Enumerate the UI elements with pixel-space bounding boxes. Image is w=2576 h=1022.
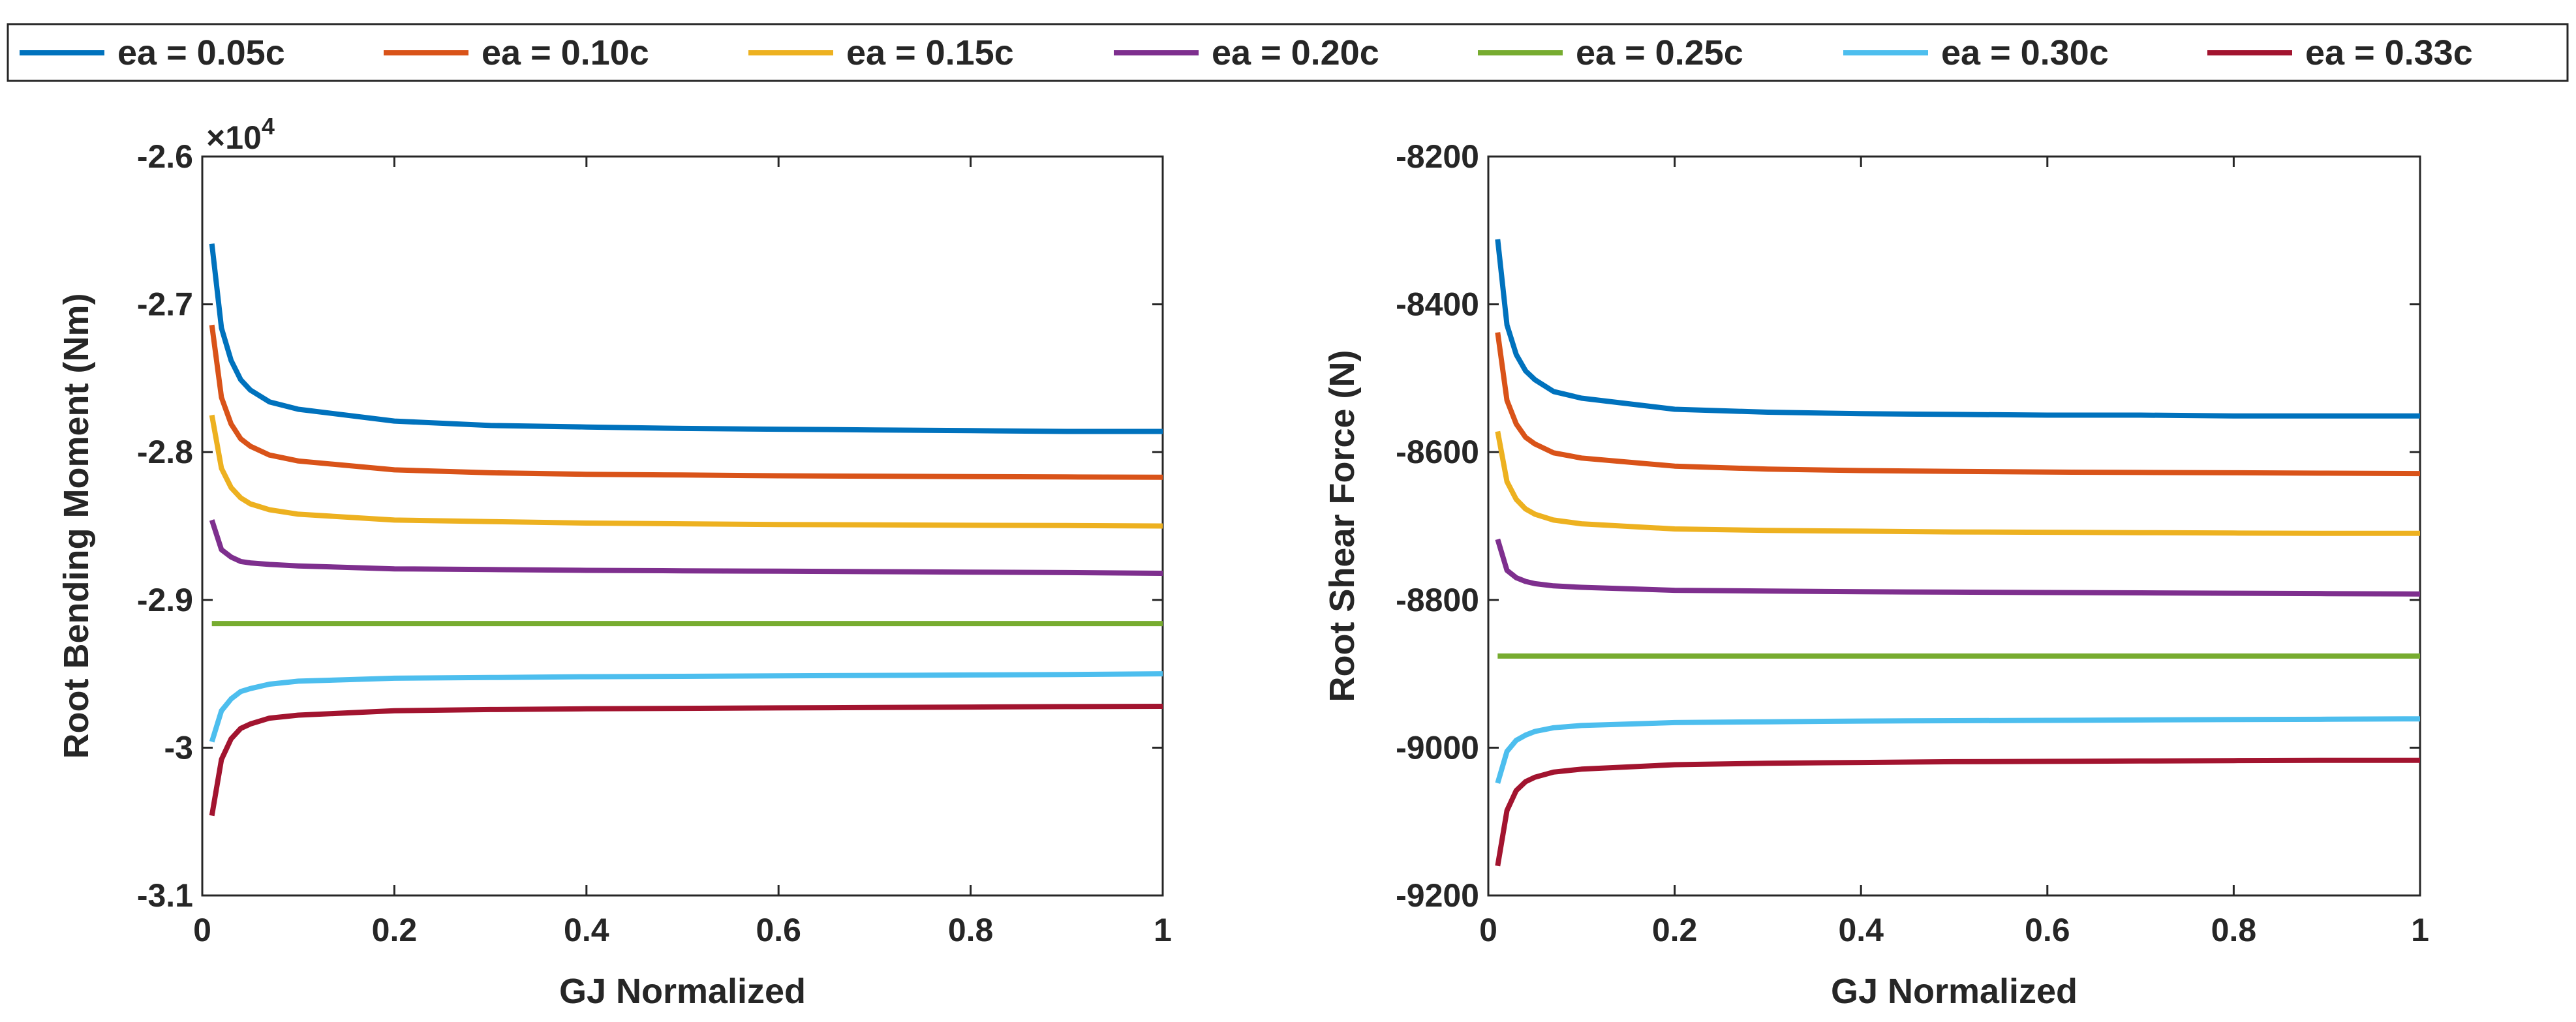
y-axis-label-right: Root Shear Force (N) — [1323, 350, 1362, 702]
series-line-left-ea-0-33c — [209, 704, 1163, 817]
x-tick-label-right: 0 — [1479, 912, 1497, 948]
y-tick-label-right: -8400 — [1396, 286, 1479, 323]
y-axis-label-left: Root Bending Moment (Nm) — [57, 293, 96, 759]
x-axis-label-left: GJ Normalized — [559, 972, 806, 1011]
series-line-right-ea-0-15c — [1495, 430, 2420, 536]
y-tick-label-right: -9200 — [1396, 877, 1479, 914]
exponent-base: ×10 — [206, 119, 262, 156]
legend-label: ea = 0.05c — [117, 33, 285, 72]
x-tick-label-right: 0.2 — [1652, 912, 1698, 948]
series-line-right-ea-0-33c — [1495, 757, 2420, 867]
y-tick-label-right: -8600 — [1396, 434, 1479, 470]
y-tick-label-left: -3.1 — [137, 877, 193, 914]
series-line-right-ea-0-20c — [1495, 538, 2421, 597]
y-tick-label-right: -8800 — [1396, 582, 1479, 618]
x-tick-label-left: 0.2 — [372, 912, 418, 948]
series-line-left-ea-0-05c — [209, 243, 1163, 434]
x-tick-label-left: 0.6 — [756, 912, 801, 948]
chart-root-shear-force: 0 0.2 0.4 0.6 0.8 1 -9200 -9000 -8800 -8600 -8400 -… — [1323, 138, 2429, 1011]
series-line-left-ea-0-10c — [209, 324, 1163, 480]
x-tick-label-right: 0.4 — [1838, 912, 1884, 948]
series-line-left-ea-0-15c — [209, 414, 1163, 529]
series-line-right-ea-0-10c — [1495, 332, 2421, 477]
y-tick-label-left: -2.8 — [137, 434, 193, 470]
x-tick-label-right: 0.8 — [2211, 912, 2257, 948]
x-tick-label-left: 0.8 — [948, 912, 994, 948]
legend-label: ea = 0.10c — [482, 33, 649, 72]
series-line-right-ea-0-05c — [1495, 239, 2420, 419]
series-line-right-ea-0-30c — [1495, 716, 2421, 784]
legend-label: ea = 0.25c — [1576, 33, 1743, 72]
series-line-left-ea-0-20c — [209, 519, 1163, 576]
y-tick-label-left: -3 — [164, 729, 193, 766]
legend-label: ea = 0.15c — [846, 33, 1014, 72]
x-tick-label-left: 0.4 — [564, 912, 609, 948]
y-axis-exponent: ×104 — [206, 113, 275, 156]
chart-root-bending-moment: 0 0.2 0.4 0.6 0.8 1 -3.1 -3 -2.9 -2.8 -2.7 -2.6 Roo… — [57, 113, 1172, 1011]
x-tick-label-left: 0 — [193, 912, 211, 948]
legend-label: ea = 0.30c — [1941, 33, 2109, 72]
x-tick-label-right: 1 — [2411, 912, 2429, 948]
legend: ea = 0.05c ea = 0.10c ea = 0.15c ea = 0.20c… — [7, 23, 2569, 82]
x-tick-label-right: 0.6 — [2025, 912, 2070, 948]
legend-label: ea = 0.20c — [1212, 33, 1379, 72]
exponent-power: 4 — [262, 113, 275, 140]
x-tick-label-left: 1 — [1154, 912, 1172, 948]
y-tick-label-right: -9000 — [1396, 729, 1479, 766]
legend-label: ea = 0.33c — [2305, 33, 2473, 72]
x-axis-label-right: GJ Normalized — [1831, 972, 2078, 1011]
y-tick-label-left: -2.7 — [137, 286, 193, 323]
y-tick-label-right: -8200 — [1396, 138, 1479, 175]
y-tick-label-left: -2.6 — [137, 138, 193, 175]
series-line-left-ea-0-30c — [209, 671, 1163, 743]
y-tick-label-left: -2.9 — [137, 582, 193, 618]
